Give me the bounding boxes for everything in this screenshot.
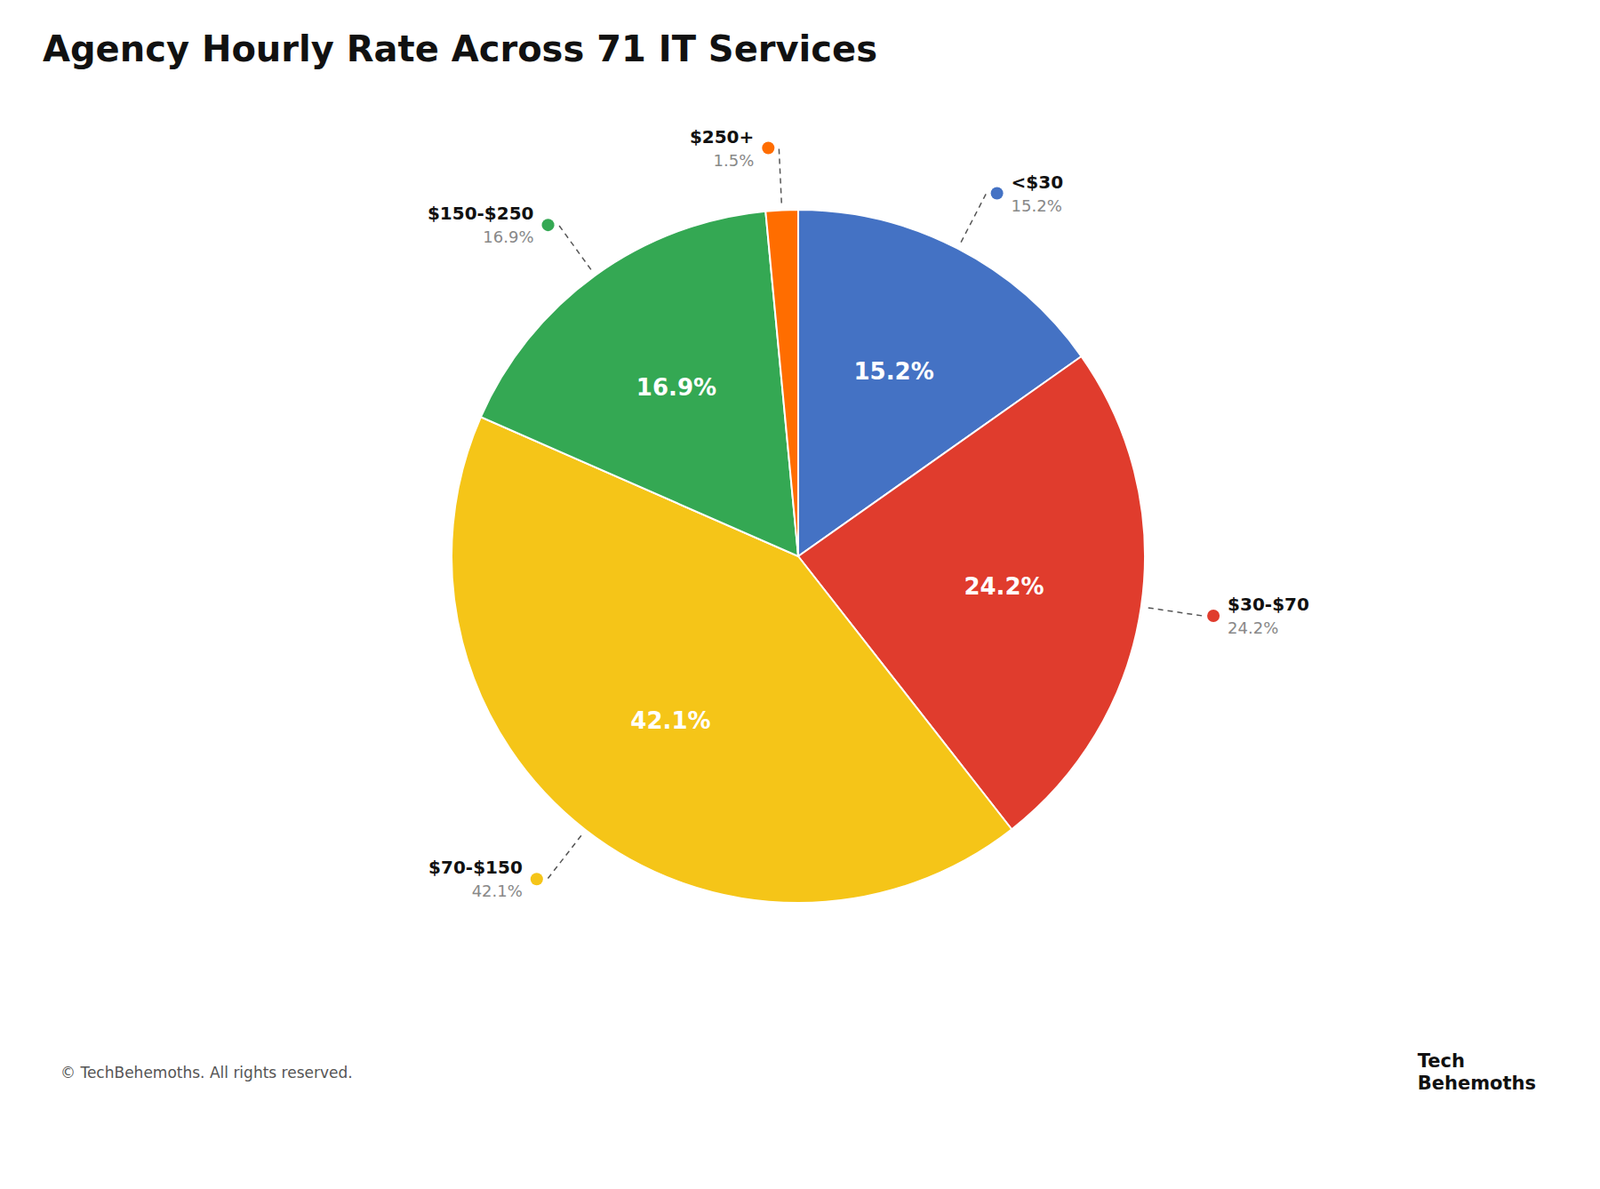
- svg-text:16.9%: 16.9%: [482, 227, 534, 247]
- html-text:Tech: Tech: [1417, 1050, 1465, 1072]
- html-text:Agency Hourly Rate Across 71 I: Agency Hourly Rate Across 71 IT Services: [42, 28, 878, 70]
- svg-text:24.2%: 24.2%: [963, 573, 1044, 600]
- svg-text:15.2%: 15.2%: [854, 358, 935, 385]
- svg-text:$70-$150: $70-$150: [428, 856, 523, 879]
- html-text:Behemoths: Behemoths: [1417, 1073, 1536, 1095]
- svg-text:16.9%: 16.9%: [636, 374, 717, 401]
- svg-text:24.2%: 24.2%: [1227, 618, 1279, 638]
- svg-text:<$30: <$30: [1011, 171, 1064, 193]
- svg-text:42.1%: 42.1%: [630, 707, 711, 735]
- svg-text:42.1%: 42.1%: [472, 881, 523, 901]
- svg-text:15.2%: 15.2%: [1011, 196, 1063, 216]
- svg-text:$150-$250: $150-$250: [427, 202, 535, 224]
- html-text:© TechBehemoths. All rights re: © TechBehemoths. All rights reserved.: [60, 1064, 353, 1082]
- svg-text:$30-$70: $30-$70: [1227, 593, 1310, 616]
- svg-text:1.5%: 1.5%: [713, 151, 755, 170]
- svg-text:$250+: $250+: [689, 126, 754, 148]
